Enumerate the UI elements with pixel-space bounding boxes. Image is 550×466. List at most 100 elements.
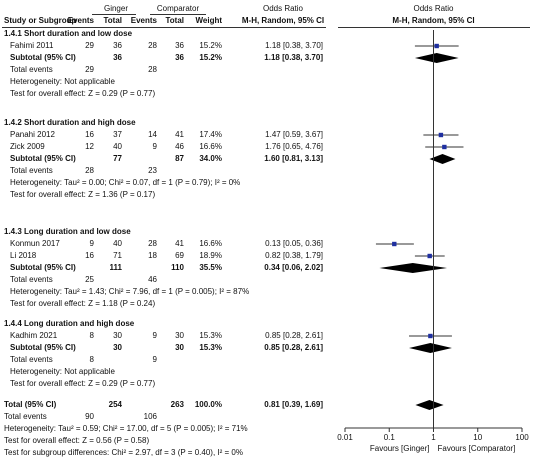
subtotal-total-2: 87 [175,154,184,163]
header-weight: Weight [195,16,222,25]
study-name: Kadhim 2021 [10,331,58,340]
study-weight: 18.9% [199,251,222,260]
overall-events-1: 90 [85,412,94,421]
total-events-1: 29 [85,65,94,74]
overall-effect-text: Test for overall effect: Z = 1.36 (P = 0… [10,190,156,199]
header-events-2: Events [130,16,157,25]
subtotal-label: Subtotal (95% CI) [10,343,76,352]
study-total-2: 30 [175,331,184,340]
overall-effect-text: Test for overall effect: Z = 0.29 (P = 0… [10,379,156,388]
study-name: Zick 2009 [10,142,45,151]
total-events-label: Total events [10,275,53,284]
header-group1-underline [92,14,136,15]
header-method-plot: M-H, Random, 95% CI [392,16,475,25]
study-events-2: 9 [152,331,157,340]
favours-right: Favours [Comparator] [437,444,516,453]
study-events-2: 28 [148,239,157,248]
study-events-2: 28 [148,41,157,50]
subtotal-label: Subtotal (95% CI) [10,263,76,272]
study-name: Panahi 2012 [10,130,55,139]
subtotal-total-2: 110 [171,263,184,272]
total-events-1: 28 [85,166,94,175]
study-events-1: 29 [85,41,94,50]
overall-ci: 0.81 [0.39, 1.69] [264,400,323,409]
study-ci: 0.85 [0.28, 2.61] [265,331,323,340]
subtotal-label: Subtotal (95% CI) [10,154,76,163]
subtotal-2-diamond [429,154,456,164]
heterogeneity-text: Heterogeneity: Not applicable [10,367,115,376]
total-events-2: 9 [152,355,157,364]
study-events-1: 12 [85,142,94,151]
study-total-1: 37 [113,130,122,139]
study-total-2: 36 [175,41,184,50]
total-events-1: 25 [85,275,94,284]
subtotal-weight: 34.0% [199,154,222,163]
subtotal-total-2: 30 [175,343,184,352]
total-events-label: Total events [10,65,53,74]
header-rule-left [2,27,326,28]
subtotal-total-1: 111 [109,263,122,272]
subgroup-title: 1.4.4 Long duration and high dose [4,319,135,328]
subtotal-ci: 1.60 [0.81, 3.13] [264,154,323,163]
header-odds-ratio: Odds Ratio [262,4,304,13]
study-events-1: 16 [85,251,94,260]
study-total-1: 40 [113,239,122,248]
study-total-1: 40 [113,142,122,151]
subtotal-ci: 0.34 [0.06, 2.02] [264,263,323,272]
overall-events-label: Total events [4,412,47,421]
heterogeneity-text: Heterogeneity: Tau² = 1.43; Chi² = 7.96,… [10,287,250,296]
subtotal-total-1: 77 [113,154,122,163]
subgroup-title: 1.4.2 Short duration and high dose [4,118,136,127]
study-konmun-2017-point [392,241,397,247]
overall-total-label: Total (95% CI) [4,400,57,409]
subtotal-total-1: 36 [113,53,122,62]
total-events-label: Total events [10,355,53,364]
header-total-2: Total [165,16,184,25]
subtotal-ci: 0.85 [0.28, 2.61] [264,343,323,352]
total-events-1: 8 [89,355,94,364]
study-ci: 1.47 [0.59, 3.67] [265,130,323,139]
overall-diamond [415,400,444,410]
overall-total-1: 254 [108,400,122,409]
study-total-2: 69 [175,251,184,260]
total-events-label: Total events [10,166,53,175]
header-method: M-H, Random, 95% CI [241,16,325,25]
overall-events-2: 106 [143,412,157,421]
overall-effect-text: Test for overall effect: Z = 0.29 (P = 0… [10,89,156,98]
study-events-2: 18 [148,251,157,260]
subtotal-weight: 15.2% [199,53,222,62]
study-total-1: 30 [113,331,122,340]
study-ci: 1.76 [0.65, 4.76] [265,142,323,151]
subtotal-weight: 35.5% [199,263,222,272]
header-total-1: Total [103,16,122,25]
study-ci: 1.18 [0.38, 3.70] [265,41,323,50]
x-tick-label: 10 [473,433,483,442]
study-panahi-2012-point [438,132,444,138]
header-rule-right [338,27,530,28]
subgroup-differences: Test for subgroup differences: Chi² = 2.… [4,448,243,457]
subtotal-label: Subtotal (95% CI) [10,53,76,62]
header-group2: Comparator [156,4,200,13]
study-events-1: 16 [85,130,94,139]
study-zick-2009-point [442,144,447,150]
study-weight: 16.6% [199,239,222,248]
subtotal-1-diamond [414,53,459,63]
study-name: Konmun 2017 [10,239,60,248]
subgroup-title: 1.4.1 Short duration and low dose [4,29,133,38]
subgroup-title: 1.4.3 Long duration and low dose [4,227,131,236]
study-ci: 0.13 [0.05, 0.36] [265,239,323,248]
header-group1: Ginger [103,4,128,13]
heterogeneity-text: Heterogeneity: Not applicable [10,77,115,86]
study-weight: 15.2% [199,41,222,50]
study-name: Fahimi 2011 [10,41,54,50]
study-weight: 17.4% [199,130,222,139]
study-fahimi-2011-point [434,43,439,49]
study-events-1: 9 [89,239,94,248]
header-study: Study or Subgroup [4,16,77,25]
subtotal-total-1: 30 [113,343,122,352]
x-tick-label: 1 [431,433,436,442]
study-weight: 15.3% [199,331,222,340]
header-odds-ratio-plot: Odds Ratio [413,4,454,13]
